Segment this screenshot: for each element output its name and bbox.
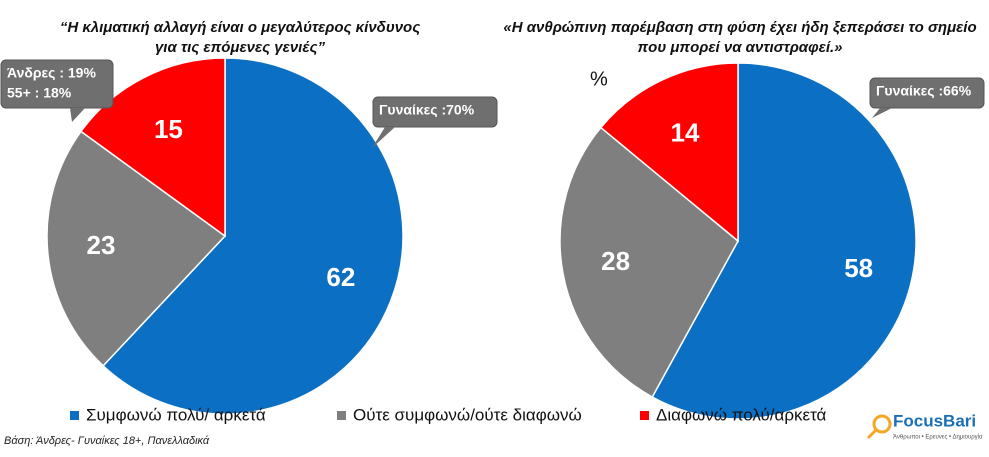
- legend-swatch: [337, 411, 346, 420]
- logo-icon: [872, 414, 892, 434]
- callout-text: Γυναίκες :70%: [379, 102, 475, 118]
- unit-label: %: [590, 68, 608, 90]
- legend-label: Συμφωνώ πολύ/ αρκετά: [86, 405, 266, 424]
- callout-tail: [872, 108, 892, 118]
- pie-slice: [651, 62, 917, 420]
- callout-tail: [70, 108, 85, 122]
- callout-text: Γυναίκες :66%: [876, 83, 972, 99]
- data-label: 15: [154, 114, 183, 144]
- pie-slice: [79, 57, 226, 238]
- legend-swatch: [640, 411, 649, 420]
- chart-title: που μπορεί να αντιστραφεί.»: [638, 39, 843, 56]
- chart-title: “Η κλιματική αλλαγή είναι ο μεγαλύτερος …: [60, 19, 420, 36]
- logo-tagline: Άνθρωποι • Ερευνες • Δημιουργία: [893, 435, 983, 441]
- logo: FocusBari Άνθρωποι • Ερευνες • Δημιουργί…: [866, 411, 983, 441]
- footnote: Βάση: Άνδρες- Γυναίκες 18+, Πανελλαδικά: [4, 435, 210, 447]
- logo-icon-handle: [866, 428, 878, 440]
- chart-title: «Η ανθρώπινη παρέμβαση στη φύση έχει ήδη…: [503, 19, 976, 36]
- legend-label: Διαφωνώ πολύ/αρκετά: [656, 405, 827, 424]
- callout-box: [372, 96, 498, 128]
- pie-slice: [46, 130, 227, 367]
- chart-title: για τις επόμενες γενιές”: [155, 39, 326, 56]
- pie-slice: [599, 62, 739, 243]
- callout-box: [0, 59, 114, 109]
- legend-swatch: [70, 411, 79, 420]
- logo-name: FocusBari: [893, 411, 976, 430]
- pie-slice: [559, 126, 739, 399]
- legend-label: Ούτε συμφωνώ/ούτε διαφωνώ: [353, 405, 582, 424]
- callout-text: Άνδρες : 19%: [7, 65, 96, 81]
- data-label: 62: [326, 262, 355, 292]
- callout-box: [869, 77, 985, 109]
- callout-text: 55+ : 18%: [7, 85, 72, 101]
- data-label: 58: [844, 253, 873, 283]
- callout-tail: [372, 127, 395, 148]
- data-label: 14: [670, 118, 699, 148]
- data-label: 23: [86, 230, 115, 260]
- data-label: 28: [601, 246, 630, 276]
- pie-slice: [102, 57, 404, 415]
